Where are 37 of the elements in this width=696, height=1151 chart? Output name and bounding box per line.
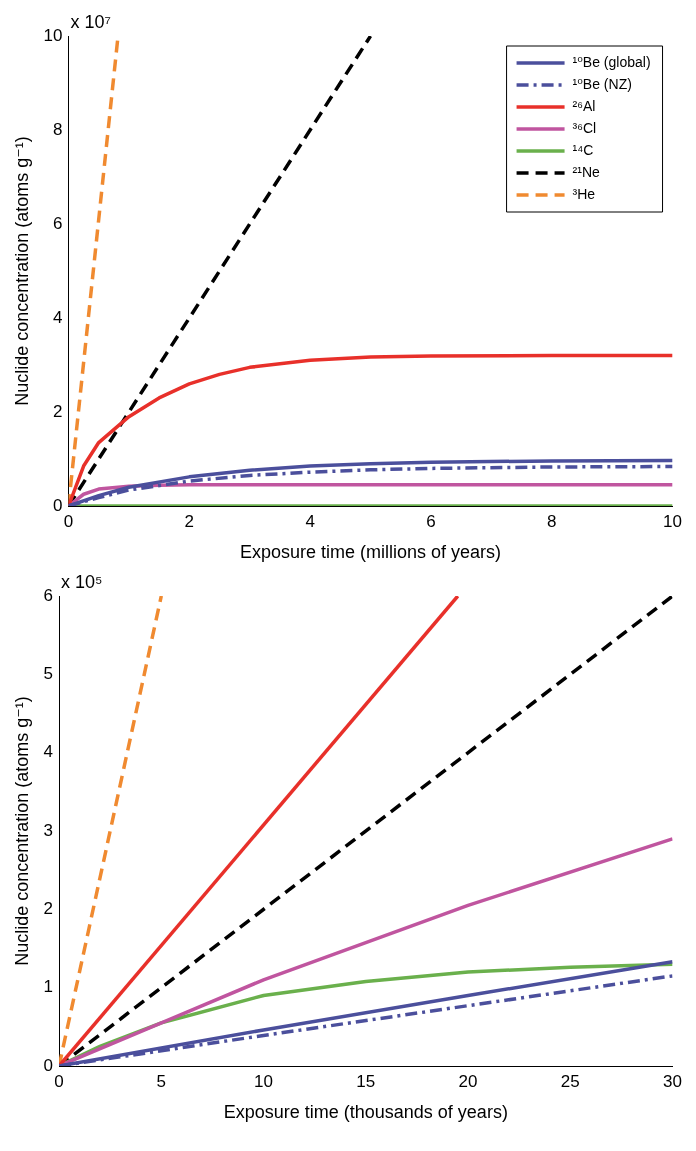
- y-tick-label: 1: [43, 977, 54, 997]
- x-tick-label: 10: [254, 1071, 274, 1091]
- x-tick-label: 2: [184, 511, 195, 531]
- x-axis-title: Exposure time (thousands of years): [223, 1102, 508, 1123]
- x-tick-label: 30: [663, 1071, 683, 1091]
- y-tick-label: 6: [43, 585, 54, 605]
- x-tick-label: 15: [356, 1071, 376, 1091]
- y-tick-label: 2: [43, 899, 54, 919]
- x-tick-label: 6: [426, 511, 436, 531]
- y-tick-label: 10: [43, 25, 63, 45]
- x-axis-title: Exposure time (millions of years): [239, 542, 502, 563]
- x-tick-label: 4: [305, 511, 315, 531]
- text: x 10⁵: [61, 571, 103, 592]
- legend-label: ²¹Ne: [572, 163, 600, 180]
- text: x 10⁷: [70, 11, 112, 32]
- x-tick-label: 8: [547, 511, 557, 531]
- x-tick-label: 20: [458, 1071, 478, 1091]
- y-tick-label: 5: [43, 664, 54, 684]
- y-tick-label: 0: [43, 1055, 54, 1075]
- x-tick-label: 5: [156, 1071, 167, 1091]
- x-tick-label: 25: [560, 1071, 580, 1091]
- legend-label: ¹⁰Be (NZ): [572, 75, 632, 92]
- y-tick-label: 3: [43, 820, 54, 840]
- legend-label: ¹⁴C: [572, 141, 594, 158]
- y-tick-label: 4: [53, 307, 63, 327]
- legend-label: ³He: [572, 185, 596, 202]
- y-axis-title: Nuclide concentration (atoms g⁻¹): [11, 696, 32, 966]
- x-tick-label: 10: [663, 511, 683, 531]
- legend-label: ³⁶Cl: [572, 119, 597, 136]
- y-tick-label: 6: [53, 213, 63, 233]
- y-tick-label: 0: [53, 495, 63, 515]
- legend-label: ²⁶Al: [572, 97, 596, 114]
- y-tick-label: 4: [43, 742, 54, 762]
- y-tick-label: 8: [53, 119, 63, 139]
- y-axis-title: Nuclide concentration (atoms g⁻¹): [11, 136, 32, 406]
- legend-label: ¹⁰Be (global): [572, 53, 651, 70]
- y-tick-label: 2: [53, 401, 63, 421]
